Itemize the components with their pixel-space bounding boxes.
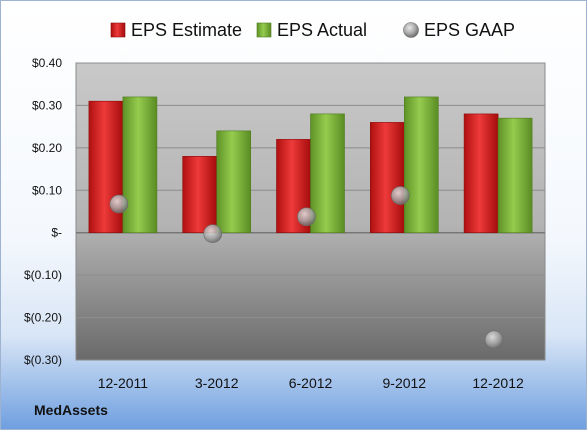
eps-gaap-marker bbox=[390, 186, 410, 205]
y-tick-label: $0.10 bbox=[32, 183, 62, 197]
eps-estimate-bar bbox=[182, 156, 217, 234]
legend: EPS Estimate EPS Actual EPS GAAP bbox=[110, 20, 515, 40]
eps-estimate-bar bbox=[369, 122, 405, 234]
legend-swatch bbox=[403, 22, 419, 38]
eps-estimate-bar bbox=[463, 113, 499, 234]
legend-swatch bbox=[110, 22, 126, 38]
x-category-label: 12-2012 bbox=[472, 375, 524, 391]
eps-actual-bar bbox=[122, 96, 158, 234]
x-category-label: 6-2012 bbox=[289, 375, 333, 391]
eps-actual-bar bbox=[310, 113, 345, 234]
eps-actual-bar bbox=[497, 117, 533, 234]
gaap-markers bbox=[109, 186, 504, 350]
eps-actual-bar bbox=[216, 130, 251, 234]
x-axis-categories: 12-2011 3-2012 6-2012 9-2012 12-2012 bbox=[98, 375, 524, 391]
y-tick-label: $0.30 bbox=[32, 98, 62, 112]
eps-actual-bar bbox=[403, 96, 439, 234]
y-tick-label: $(0.20) bbox=[24, 311, 62, 325]
bars bbox=[88, 96, 533, 234]
eps-gaap-marker bbox=[109, 194, 129, 214]
legend-label: EPS Estimate bbox=[131, 20, 242, 40]
eps-gaap-marker bbox=[484, 330, 504, 350]
legend-swatch bbox=[256, 22, 272, 38]
y-axis-ticks: $0.40 $0.30 $0.20 $0.10 $- $(0.10) $(0.20) $(0.… bbox=[24, 56, 62, 367]
y-tick-label: $0.40 bbox=[32, 56, 62, 70]
x-category-label: 3-2012 bbox=[195, 375, 239, 391]
x-category-label: 9-2012 bbox=[383, 375, 427, 391]
company-name: MedAssets bbox=[34, 402, 108, 418]
eps-gaap-marker bbox=[297, 207, 316, 227]
eps-gaap-marker bbox=[203, 224, 222, 244]
legend-label: EPS Actual bbox=[277, 20, 367, 40]
y-tick-label: $0.20 bbox=[32, 141, 62, 155]
y-tick-label: $(0.30) bbox=[24, 353, 62, 367]
y-tick-label: $- bbox=[51, 226, 62, 240]
y-tick-label: $(0.10) bbox=[24, 268, 62, 282]
x-category-label: 12-2011 bbox=[98, 375, 149, 391]
legend-label: EPS GAAP bbox=[424, 20, 515, 40]
